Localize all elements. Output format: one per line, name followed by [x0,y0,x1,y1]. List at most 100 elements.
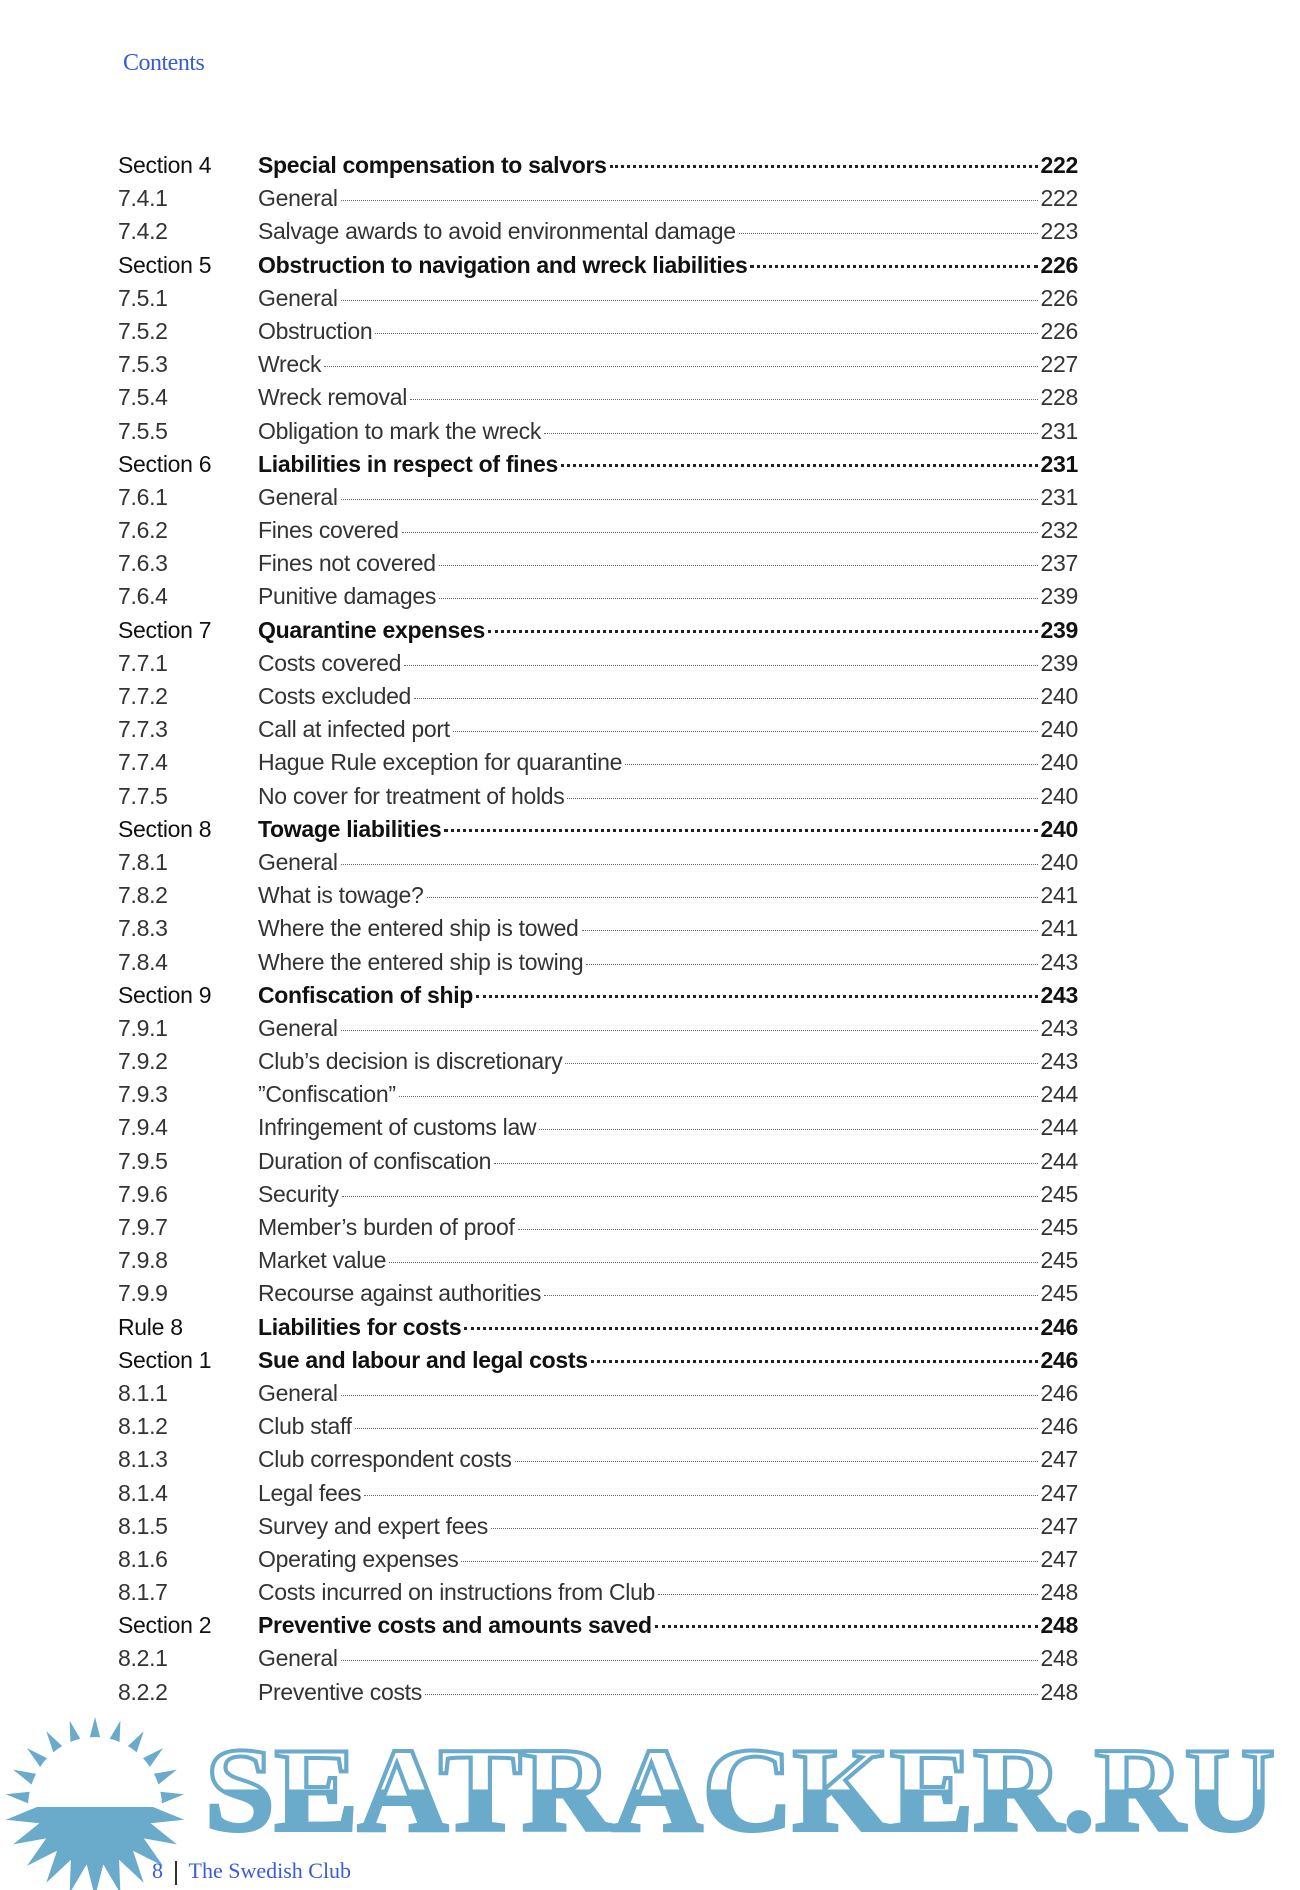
toc-title: Fines not covered [258,550,436,577]
dot-leader [750,264,1038,268]
dot-leader [426,897,1038,899]
toc-entry-row[interactable]: 7.4.1 General 222 [118,185,1078,218]
toc-entry-row[interactable]: 7.9.4 Infringement of customs law 244 [118,1114,1078,1147]
toc-entry-row[interactable]: 7.7.2 Costs excluded 240 [118,683,1078,716]
dot-leader [452,731,1038,733]
toc-title: ”Confiscation” [258,1081,396,1108]
toc-number: 7.9.9 [118,1280,168,1307]
toc-section-row[interactable]: Section 7 Quarantine expenses 239 [118,617,1078,650]
toc-page-number: 240 [1040,848,1079,875]
toc-section-row[interactable]: Section 8 Towage liabilities 240 [118,816,1078,849]
toc-entry-row[interactable]: 7.5.1 General 226 [118,285,1078,318]
toc-page-number: 245 [1040,1214,1079,1240]
dot-leader [544,1295,1038,1297]
toc-section-row[interactable]: Section 1 Sue and labour and legal costs 2… [118,1347,1078,1380]
dot-leader [340,1660,1038,1662]
toc-title: Confiscation of ship [258,981,474,1008]
toc-page-number: 231 [1040,450,1079,477]
toc-entry-row[interactable]: 7.9.3 ”Confiscation” 244 [118,1081,1078,1114]
toc-entry-row[interactable]: 7.5.5 Obligation to mark the wreck 231 [118,418,1078,451]
page-footer: 8 The Swedish Club [152,1858,351,1885]
toc-number: 7.8.3 [118,915,168,942]
toc-page-number: 243 [1040,981,1079,1008]
toc-entry-row[interactable]: 7.6.3 Fines not covered 237 [118,550,1078,583]
dot-leader [340,299,1038,301]
toc-entry-row[interactable]: 7.8.4 Where the entered ship is towing 243 [118,949,1078,982]
sun-icon [5,1717,185,1890]
toc-page-number: 232 [1040,517,1079,544]
toc-entry-row[interactable]: 7.9.9 Recourse against authorities 245 [118,1280,1078,1313]
toc-entry-row[interactable]: 7.4.2 Salvage awards to avoid environment… [118,218,1078,251]
toc-entry-row[interactable]: 7.9.5 Duration of confiscation 244 [118,1148,1078,1181]
toc-entry-row[interactable]: 7.9.7 Member’s burden of proof 245 [118,1214,1078,1247]
toc-section-row[interactable]: Section 4 Special compensation to salvors… [118,152,1078,185]
toc-title: Infringement of customs law [258,1114,537,1141]
dot-leader [340,1394,1038,1396]
toc-entry-row[interactable]: 7.9.8 Market value 245 [118,1247,1078,1280]
toc-number: Rule 8 [118,1313,183,1340]
toc-section-row[interactable]: Section 5 Obstruction to navigation and w… [118,252,1078,285]
toc-entry-row[interactable]: 8.1.3 Club correspondent costs 247 [118,1446,1078,1479]
toc-section-row[interactable]: Section 6 Liabilities in respect of fines… [118,451,1078,484]
toc-entry-row[interactable]: 7.8.3 Where the entered ship is towed 241 [118,915,1078,948]
toc-entry-row[interactable]: 7.5.2 Obstruction 226 [118,318,1078,351]
toc-number: 7.4.2 [118,218,168,245]
toc-title: Club staff [258,1413,352,1440]
toc-title: Preventive costs [258,1678,422,1705]
dot-leader [738,233,1038,235]
toc-page-number: 241 [1040,915,1079,942]
toc-entry-row[interactable]: 8.1.5 Survey and expert fees 247 [118,1513,1078,1546]
toc-entry-row[interactable]: 8.2.2 Preventive costs 248 [118,1679,1078,1712]
toc-number: 7.5.5 [118,417,168,444]
toc-entry-row[interactable]: 8.2.1 General 248 [118,1645,1078,1678]
toc-page-number: 244 [1040,1081,1079,1108]
toc-page-number: 247 [1040,1479,1079,1506]
dot-leader [401,532,1038,534]
toc-number: 7.9.1 [118,1014,168,1041]
toc-title: General [258,1645,338,1672]
toc-section-row[interactable]: Section 9 Confiscation of ship 243 [118,982,1078,1015]
toc-page-number: 231 [1040,483,1079,510]
toc-entry-row[interactable]: 8.1.6 Operating expenses 247 [118,1546,1078,1579]
dot-leader [487,629,1038,633]
toc-page-number: 247 [1040,1446,1079,1473]
toc-entry-row[interactable]: 7.7.4 Hague Rule exception for quarantine… [118,749,1078,782]
toc-page-number: 246 [1040,1379,1079,1406]
toc-entry-row[interactable]: 7.5.3 Wreck 227 [118,351,1078,384]
toc-entry-row[interactable]: 8.1.4 Legal fees 247 [118,1480,1078,1513]
dot-leader [658,1594,1038,1596]
toc-entry-row[interactable]: 8.1.7 Costs incurred on instructions from… [118,1579,1078,1612]
toc-section-row[interactable]: Section 2 Preventive costs and amounts sa… [118,1612,1078,1645]
toc-entry-row[interactable]: 7.7.5 No cover for treatment of holds 240 [118,783,1078,816]
toc-page-number: 240 [1040,815,1079,842]
watermark-text: SEATRACKER.RU [205,1723,1275,1856]
toc-entry-row[interactable]: 7.9.2 Club’s decision is discretionary 243 [118,1048,1078,1081]
toc-entry-row[interactable]: 7.6.4 Punitive damages 239 [118,583,1078,616]
toc-title: Legal fees [258,1479,362,1506]
toc-entry-row[interactable]: 7.9.1 General 243 [118,1015,1078,1048]
toc-entry-row[interactable]: 8.1.2 Club staff 246 [118,1413,1078,1446]
toc-page-number: 222 [1040,152,1079,178]
toc-number: 7.8.1 [118,848,168,875]
toc-section-row[interactable]: Rule 8 Liabilities for costs 246 [118,1314,1078,1347]
page-header-title: Contents [123,50,205,76]
toc-entry-row[interactable]: 7.7.1 Costs covered 239 [118,650,1078,683]
toc-title: Duration of confiscation [258,1147,492,1174]
toc-entry-row[interactable]: 7.8.2 What is towage? 241 [118,882,1078,915]
toc-entry-row[interactable]: 7.7.3 Call at infected port 240 [118,716,1078,749]
toc-entry-row[interactable]: 7.9.6 Security 245 [118,1181,1078,1214]
publisher-name: The Swedish Club [188,1858,352,1883]
toc-entry-row[interactable]: 8.1.1 General 246 [118,1380,1078,1413]
toc-entry-row[interactable]: 7.8.1 General 240 [118,849,1078,882]
toc-number: 7.6.4 [118,583,168,610]
toc-entry-row[interactable]: 7.5.4 Wreck removal 228 [118,384,1078,417]
toc-entry-row[interactable]: 7.6.1 General 231 [118,484,1078,517]
toc-number: 8.2.1 [118,1645,168,1672]
toc-entry-row[interactable]: 7.6.2 Fines covered 232 [118,517,1078,550]
dot-leader [490,1527,1038,1529]
toc-number: 7.6.1 [118,483,168,510]
toc-title: Liabilities for costs [258,1313,462,1340]
dot-leader [517,1229,1038,1230]
toc-number: 7.5.2 [118,317,168,344]
toc-page-number: 239 [1040,616,1079,643]
